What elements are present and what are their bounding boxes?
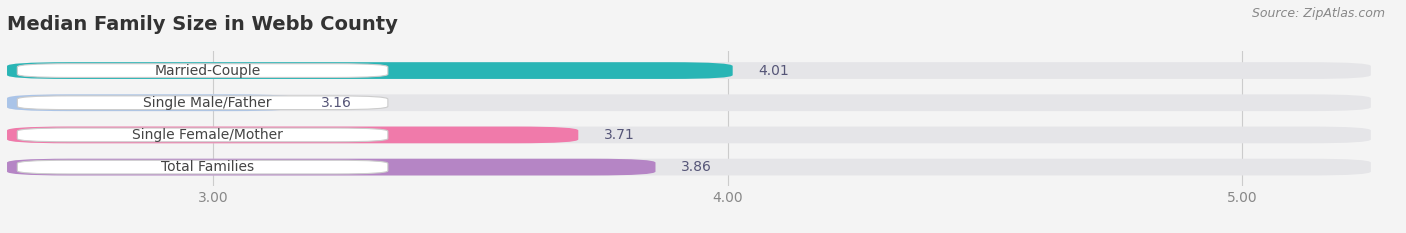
FancyBboxPatch shape: [7, 94, 1371, 111]
FancyBboxPatch shape: [7, 94, 295, 111]
Text: Median Family Size in Webb County: Median Family Size in Webb County: [7, 15, 398, 34]
FancyBboxPatch shape: [17, 64, 388, 77]
Text: Source: ZipAtlas.com: Source: ZipAtlas.com: [1251, 7, 1385, 20]
FancyBboxPatch shape: [17, 160, 388, 174]
Text: Single Female/Mother: Single Female/Mother: [132, 128, 283, 142]
FancyBboxPatch shape: [7, 127, 1371, 143]
Text: Total Families: Total Families: [162, 160, 254, 174]
FancyBboxPatch shape: [7, 159, 655, 175]
Text: 3.86: 3.86: [682, 160, 711, 174]
FancyBboxPatch shape: [7, 62, 733, 79]
FancyBboxPatch shape: [7, 159, 1371, 175]
Text: 4.01: 4.01: [758, 64, 789, 78]
Text: Single Male/Father: Single Male/Father: [143, 96, 271, 110]
Text: 3.71: 3.71: [605, 128, 634, 142]
FancyBboxPatch shape: [7, 127, 578, 143]
FancyBboxPatch shape: [17, 128, 388, 142]
FancyBboxPatch shape: [17, 96, 388, 110]
Text: 3.16: 3.16: [321, 96, 352, 110]
FancyBboxPatch shape: [7, 62, 1371, 79]
Text: Married-Couple: Married-Couple: [155, 64, 262, 78]
